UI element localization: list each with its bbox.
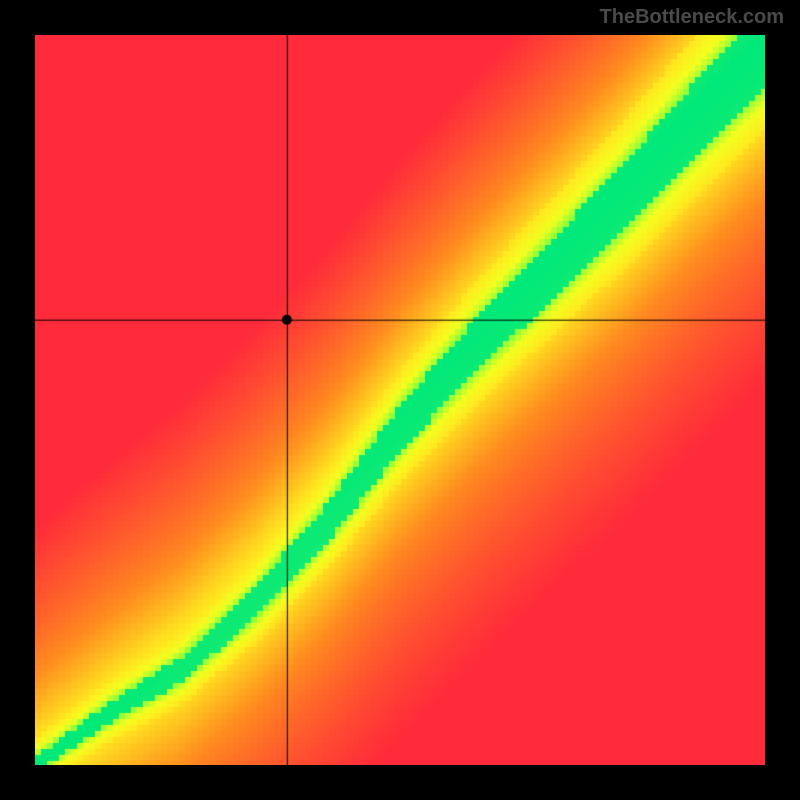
watermark-text: TheBottleneck.com: [600, 6, 784, 29]
chart-container: TheBottleneck.com: [0, 0, 800, 800]
heatmap-canvas: [35, 35, 765, 765]
heatmap-plot: [35, 35, 765, 765]
